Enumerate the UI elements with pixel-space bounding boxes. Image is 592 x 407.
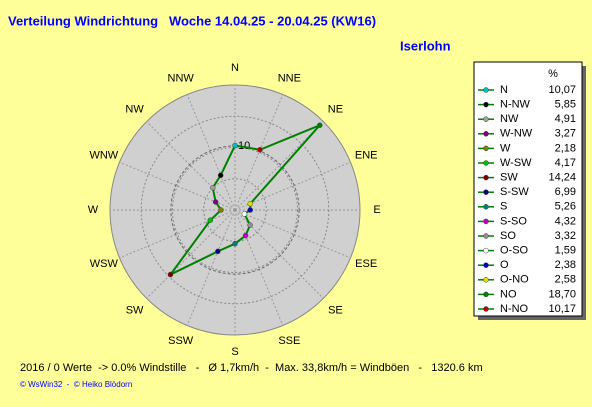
- direction-label: NNE: [278, 73, 301, 85]
- spoke: [186, 94, 236, 211]
- legend-marker: [483, 204, 489, 210]
- r-tick-label: 10: [238, 140, 250, 152]
- direction-label: NW: [125, 103, 144, 115]
- legend-value: 3,27: [555, 128, 576, 140]
- direction-label: NE: [328, 103, 343, 115]
- marker: [241, 211, 248, 217]
- direction-label: WNW: [89, 150, 118, 162]
- legend-name: O: [500, 259, 509, 271]
- legend-value: 2,18: [555, 142, 576, 154]
- spoke: [234, 161, 351, 211]
- direction-label: S: [231, 346, 238, 358]
- legend-marker: [483, 116, 489, 122]
- legend-name: NO: [500, 288, 517, 300]
- legend-name: W-SW: [500, 157, 532, 169]
- legend-name: O-SO: [500, 245, 529, 257]
- legend-marker: [483, 277, 489, 283]
- legend-value: 4,32: [555, 215, 576, 227]
- direction-label: W: [88, 204, 99, 216]
- legend-marker: [483, 87, 489, 93]
- marker: [247, 207, 254, 213]
- spoke: [234, 209, 351, 259]
- marker: [215, 248, 221, 255]
- legend-marker: [483, 174, 489, 181]
- direction-label: SW: [126, 304, 144, 316]
- marker: [247, 200, 254, 207]
- legend-value: 10,07: [548, 84, 576, 96]
- legend-marker: [483, 218, 489, 225]
- spoke: [234, 209, 284, 326]
- legend-name: S: [500, 201, 507, 213]
- direction-label: SSW: [168, 335, 194, 347]
- chart-title: Verteilung Windrichtung Woche 14.04.25 -…: [8, 13, 376, 28]
- legend-name: N-NO: [500, 303, 529, 315]
- marker: [207, 217, 214, 223]
- spoke: [186, 209, 236, 326]
- marker: [212, 199, 219, 205]
- marker: [218, 207, 224, 213]
- legend-value: 6,99: [555, 186, 576, 198]
- legend-value: 2,38: [555, 259, 576, 271]
- legend-value: 3,32: [555, 230, 576, 242]
- legend-value: 14,24: [548, 172, 576, 184]
- legend-name: S-SW: [500, 186, 529, 198]
- legend-name: S-SO: [500, 215, 527, 227]
- legend-marker: [483, 291, 489, 298]
- direction-label: WSW: [90, 258, 119, 270]
- marker: [247, 222, 253, 228]
- marker: [232, 240, 238, 247]
- legend-marker: [483, 306, 489, 312]
- legend-marker: [483, 145, 489, 152]
- spoke: [234, 94, 284, 211]
- direction-label: ESE: [355, 258, 377, 270]
- direction-label: NNW: [168, 73, 195, 85]
- marker: [317, 122, 323, 128]
- legend-marker: [483, 160, 489, 166]
- marker: [167, 271, 174, 278]
- marker: [257, 147, 263, 153]
- legend-name: NW: [500, 113, 519, 125]
- direction-label: SE: [328, 304, 343, 316]
- legend-name: SO: [500, 230, 516, 242]
- legend-marker: [483, 101, 489, 108]
- legend-name: N-NW: [500, 99, 531, 111]
- legend-value: 2,58: [555, 274, 576, 286]
- location: Iserlohn: [400, 38, 451, 53]
- legend-value: 4,91: [555, 113, 576, 125]
- legend-unit: %: [548, 68, 558, 80]
- legend-name: SW: [500, 172, 518, 184]
- legend-name: N: [500, 84, 508, 96]
- marker: [217, 172, 224, 179]
- footer: 2016 / 0 Werte -> 0.0% Windstille - Ø 1,…: [20, 362, 483, 374]
- legend-value: 18,70: [548, 288, 576, 300]
- legend-marker: [483, 131, 489, 137]
- legend-marker: [483, 247, 489, 254]
- marker: [242, 232, 249, 239]
- direction-label: E: [373, 204, 380, 216]
- legend-value: 5,85: [555, 99, 576, 111]
- direction-label: N: [231, 62, 239, 74]
- spoke: [146, 121, 236, 211]
- spoke: [119, 209, 236, 259]
- legend-marker: [483, 189, 489, 195]
- legend-value: 1,59: [555, 245, 576, 257]
- legend-value: 4,17: [555, 157, 576, 169]
- spoke: [146, 209, 236, 299]
- legend-value: 5,26: [555, 201, 576, 213]
- direction-label: SSE: [278, 335, 300, 347]
- credit: © WsWin32 - © Heiko Blödorn: [20, 380, 132, 389]
- legend-name: W-NW: [500, 128, 533, 140]
- ring: [172, 147, 298, 273]
- marker: [209, 184, 216, 191]
- marker: [232, 142, 238, 149]
- legend-marker: [483, 262, 489, 268]
- direction-label: ENE: [355, 150, 378, 162]
- legend-name: W: [500, 142, 511, 154]
- legend-value: 10,17: [548, 303, 576, 315]
- legend-name: O-NO: [500, 274, 529, 286]
- legend-marker: [483, 233, 489, 239]
